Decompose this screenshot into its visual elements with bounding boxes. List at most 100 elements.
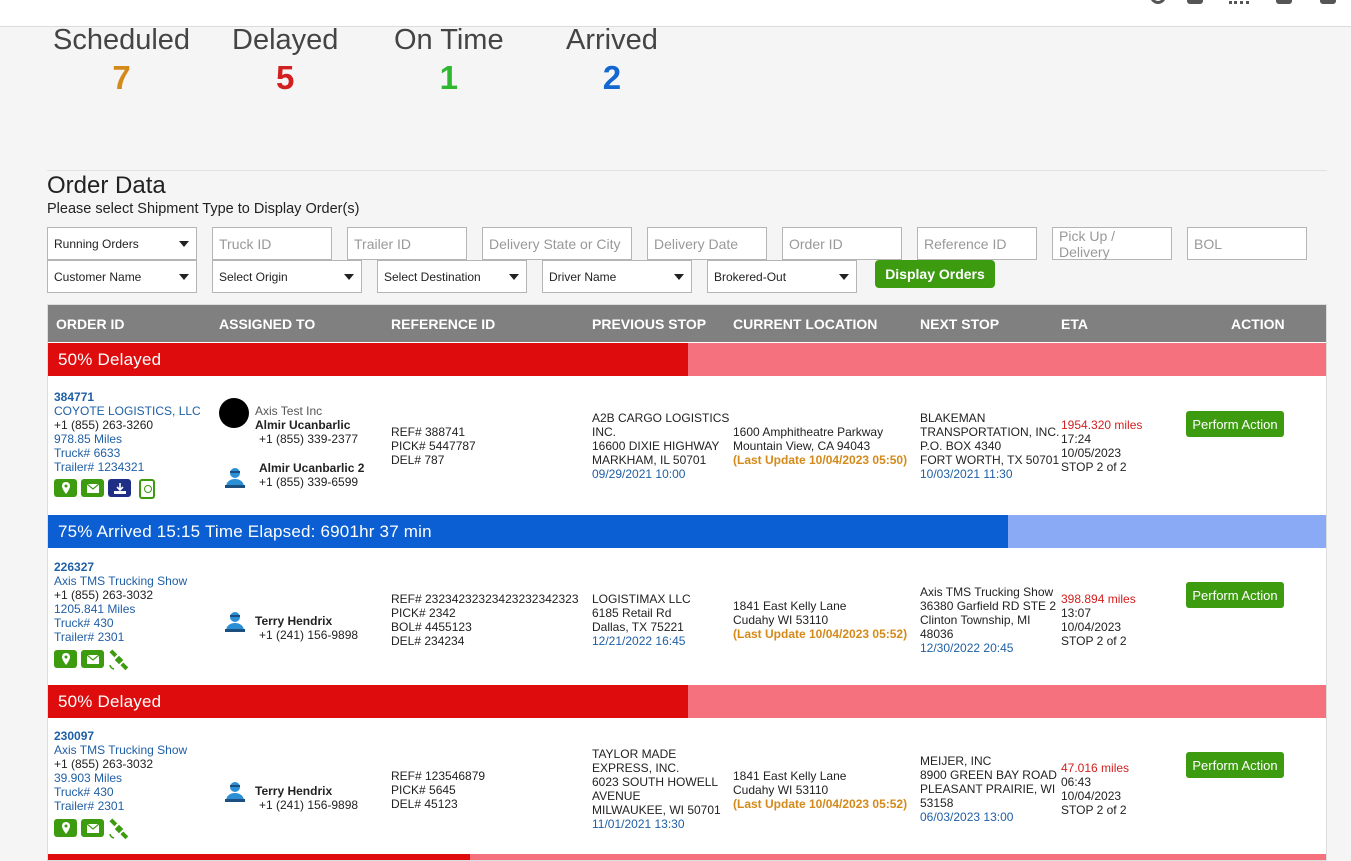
- trailer-number[interactable]: Trailer# 1234321: [54, 460, 145, 474]
- eta-miles: 47.016 miles: [1061, 761, 1130, 775]
- reference-line: PICK# 5645: [391, 783, 456, 797]
- column-header[interactable]: NEXT STOP: [920, 316, 1000, 332]
- next-stop-cell: Axis TMS Trucking Show 36380 Garfield RD…: [920, 585, 1056, 655]
- driver-icon: [225, 468, 245, 488]
- envelope-icon[interactable]: [81, 819, 104, 837]
- column-header[interactable]: ETA: [1061, 316, 1088, 332]
- customer-select[interactable]: Customer Name: [47, 260, 197, 293]
- chevron-down-icon: [839, 274, 849, 280]
- delivery-state-input[interactable]: Delivery State or City: [482, 227, 632, 260]
- driver-select[interactable]: Driver Name: [542, 260, 692, 293]
- order-id-link[interactable]: 230097: [54, 729, 95, 743]
- select-value: Running Orders: [54, 236, 139, 251]
- truck-id-input[interactable]: Truck ID: [212, 227, 332, 260]
- perform-action-button[interactable]: Perform Action: [1186, 752, 1284, 778]
- eta-line: 13:07: [1061, 606, 1092, 620]
- stat-count: 1: [439, 59, 458, 96]
- stop-line: Axis TMS Trucking Show: [920, 585, 1054, 599]
- bell-icon[interactable]: [1187, 0, 1203, 4]
- trailer-id-input[interactable]: Trailer ID: [347, 227, 467, 260]
- map-pin-icon[interactable]: [54, 479, 77, 497]
- stat-arrived[interactable]: Arrived 2: [566, 22, 658, 98]
- stop-line: 36380 Garfield RD STE 2: [920, 599, 1057, 613]
- column-header[interactable]: ASSIGNED TO: [219, 316, 316, 332]
- table-header: ORDER ID ASSIGNED TO REFERENCE ID PREVIO…: [48, 305, 1326, 342]
- order-miles: 39.903 Miles: [54, 771, 123, 785]
- stat-on-time[interactable]: On Time 1: [394, 22, 504, 98]
- row-actions: [54, 818, 130, 840]
- column-header[interactable]: CURRENT LOCATION: [733, 316, 878, 332]
- reference-line: DEL# 787: [391, 453, 445, 467]
- order-id-input[interactable]: Order ID: [782, 227, 902, 260]
- truck-number[interactable]: Truck# 430: [54, 616, 114, 630]
- perform-action-button[interactable]: Perform Action: [1186, 582, 1284, 608]
- eta-cell: 398.894 miles 13:07 10/04/2023 STOP 2 of…: [1061, 592, 1136, 648]
- envelope-icon[interactable]: [81, 650, 104, 668]
- stat-delayed[interactable]: Delayed 5: [232, 22, 338, 98]
- stat-count: 7: [112, 59, 131, 96]
- eta-cell: 47.016 miles 06:43 10/04/2023 STOP 2 of …: [1061, 761, 1129, 817]
- order-id-link[interactable]: 226327: [54, 560, 95, 574]
- shipment-type-select[interactable]: Running Orders: [47, 227, 197, 260]
- stat-label: Delayed: [232, 24, 339, 56]
- reference-cell: REF# 23234232323423232342323 PICK# 2342 …: [391, 592, 579, 648]
- driver-name: Almir Ucanbarlic: [255, 418, 351, 432]
- reference-line: REF# 388741: [391, 425, 466, 439]
- stop-line: PLEASANT PRAIRIE, WI: [920, 782, 1056, 796]
- stop-time: 09/29/2021 10:00: [592, 467, 686, 481]
- customer-name[interactable]: Axis TMS Trucking Show: [54, 574, 188, 588]
- truck-number[interactable]: Truck# 6633: [54, 446, 121, 460]
- bol-input[interactable]: BOL: [1187, 227, 1307, 260]
- user-icon[interactable]: [1320, 0, 1336, 4]
- stat-label: Arrived: [566, 24, 658, 56]
- customer-name[interactable]: Axis TMS Trucking Show: [54, 743, 188, 757]
- column-header[interactable]: ACTION: [1231, 316, 1285, 332]
- stop-line: TRANSPORTATION, INC.: [920, 425, 1060, 439]
- perform-action-button[interactable]: Perform Action: [1186, 411, 1284, 437]
- stop-time: 10/03/2021 11:30: [920, 467, 1013, 481]
- truck-number[interactable]: Truck# 430: [54, 785, 114, 799]
- driver-name: Almir Ucanbarlic 2: [259, 461, 365, 475]
- moon-icon[interactable]: [1150, 0, 1166, 4]
- order-id-link[interactable]: 384771: [54, 390, 95, 404]
- stop-line: TAYLOR MADE: [592, 747, 677, 761]
- previous-stop-cell: A2B CARGO LOGISTICS INC. 16600 DIXIE HIG…: [592, 411, 729, 481]
- eta-line: 10/05/2023: [1061, 446, 1122, 460]
- reference-line: BOL# 4455123: [391, 620, 472, 634]
- reference-id-input[interactable]: Reference ID: [917, 227, 1037, 260]
- map-pin-icon[interactable]: [54, 819, 77, 837]
- reference-line: DEL# 45123: [391, 797, 458, 811]
- chevron-down-icon: [509, 274, 519, 280]
- download-icon[interactable]: [1276, 0, 1292, 4]
- select-value: Select Origin: [219, 269, 288, 284]
- delivery-date-input[interactable]: Delivery Date: [647, 227, 767, 260]
- stat-scheduled[interactable]: Scheduled 7: [53, 22, 190, 98]
- trailer-number[interactable]: Trailer# 2301: [54, 799, 125, 813]
- carrier-name: Axis Test Inc: [255, 404, 323, 418]
- customer-name[interactable]: COYOTE LOGISTICS, LLC: [54, 404, 201, 418]
- column-header[interactable]: PREVIOUS STOP: [592, 316, 707, 332]
- column-header[interactable]: REFERENCE ID: [391, 316, 496, 332]
- envelope-icon[interactable]: [81, 479, 104, 497]
- driver-phone: +1 (241) 156-9898: [259, 798, 359, 812]
- driver-phone: +1 (855) 339-6599: [259, 475, 359, 489]
- display-orders-button[interactable]: Display Orders: [875, 260, 995, 288]
- origin-select[interactable]: Select Origin: [212, 260, 362, 293]
- brokered-select[interactable]: Brokered-Out: [707, 260, 857, 293]
- select-value: Select Destination: [384, 269, 481, 284]
- driver-name: Terry Hendrix: [255, 614, 333, 628]
- pickup-delivery-input[interactable]: Pick Up / Delivery: [1052, 227, 1172, 260]
- network-icon[interactable]: [1229, 0, 1249, 4]
- map-pin-icon[interactable]: [54, 650, 77, 668]
- trailer-number[interactable]: Trailer# 2301: [54, 630, 125, 644]
- reference-line: REF# 123546879: [391, 769, 486, 783]
- mobile-app-icon[interactable]: [139, 479, 155, 499]
- satellite-icon[interactable]: [108, 818, 130, 840]
- stop-time: 06/03/2023 13:00: [920, 810, 1014, 824]
- stop-line: 16600 DIXIE HIGHWAY: [592, 439, 720, 453]
- satellite-icon[interactable]: [108, 649, 130, 671]
- download-icon[interactable]: [108, 479, 131, 497]
- column-header[interactable]: ORDER ID: [56, 316, 125, 332]
- destination-select[interactable]: Select Destination: [377, 260, 527, 293]
- progress-fill: [48, 685, 688, 718]
